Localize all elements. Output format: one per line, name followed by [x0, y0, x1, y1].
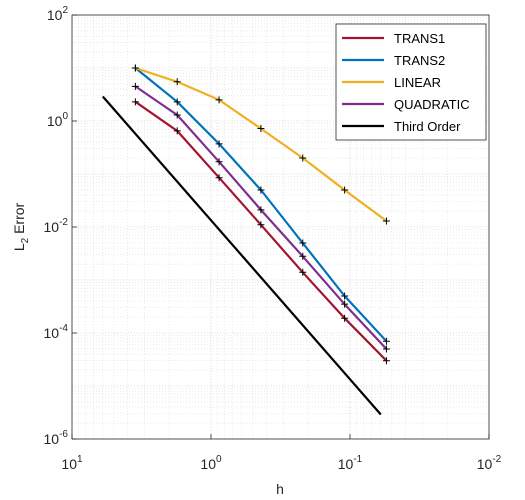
x-tick-label-exponent: 0 — [216, 454, 222, 465]
data-point-marker — [173, 111, 181, 119]
y-tick-label: 10-2 — [44, 217, 69, 235]
series-linear — [131, 64, 390, 225]
data-point-marker — [173, 127, 181, 135]
data-point-marker — [299, 252, 307, 260]
x-axis-label: h — [276, 481, 284, 497]
series-trans2 — [131, 64, 390, 345]
data-point-marker — [173, 78, 181, 86]
series-third-order — [101, 95, 382, 416]
y-tick-label: 100 — [47, 111, 69, 129]
data-point-marker — [131, 98, 139, 106]
data-point-marker — [257, 206, 265, 214]
series-line-third-order — [101, 95, 382, 416]
legend-label-third-order: Third Order — [394, 119, 461, 134]
y-tick-label: 10-6 — [44, 429, 69, 447]
y-axis-label-rest: Error — [11, 202, 27, 237]
x-tick-label-base: 10 — [200, 456, 216, 472]
data-point-marker — [173, 98, 181, 106]
x-tick-label: 10-2 — [477, 454, 502, 472]
series-lines — [101, 64, 390, 416]
data-point-marker — [299, 154, 307, 162]
data-point-marker — [382, 345, 390, 353]
series-trans1 — [131, 98, 390, 365]
data-point-marker — [215, 158, 223, 166]
y-tick-label-base: 10 — [44, 431, 60, 447]
x-tick-label-base: 10 — [338, 456, 354, 472]
data-point-marker — [341, 314, 349, 322]
data-point-marker — [341, 300, 349, 308]
y-tick-label-base: 10 — [44, 325, 60, 341]
y-tick-label-exponent: -6 — [59, 429, 68, 440]
y-axis-label: L2 Error — [11, 202, 31, 251]
legend: TRANS1 TRANS2 LINEAR QUADRATIC Third Order — [335, 23, 487, 141]
x-tick-label: 100 — [200, 454, 222, 472]
x-tick-label: 10-1 — [338, 454, 363, 472]
data-point-marker — [382, 217, 390, 225]
y-tick-label: 102 — [47, 5, 69, 23]
data-point-marker — [215, 140, 223, 148]
legend-label-trans2: TRANS2 — [394, 53, 445, 68]
y-tick-label-exponent: 0 — [62, 111, 68, 122]
data-point-marker — [215, 174, 223, 182]
x-tick-label-exponent: -1 — [353, 454, 362, 465]
legend-label-quadratic: QUADRATIC — [394, 97, 470, 112]
x-tick-label-base: 10 — [61, 456, 77, 472]
data-point-marker — [215, 96, 223, 104]
series-quadratic — [131, 82, 390, 353]
data-point-marker — [257, 186, 265, 194]
data-point-marker — [341, 186, 349, 194]
data-point-marker — [382, 337, 390, 345]
x-tick-label-base: 10 — [477, 456, 493, 472]
x-tick-label-exponent: -2 — [492, 454, 501, 465]
legend-label-trans1: TRANS1 — [394, 31, 445, 46]
y-axis-label-main: L — [11, 243, 27, 251]
data-point-marker — [341, 292, 349, 300]
y-tick-label-exponent: 2 — [62, 5, 68, 16]
y-tick-label-exponent: -2 — [59, 217, 68, 228]
y-tick-label-base: 10 — [47, 113, 63, 129]
x-tick-label-exponent: 1 — [77, 454, 83, 465]
data-point-marker — [257, 125, 265, 133]
data-point-marker — [382, 357, 390, 365]
y-tick-label: 10-4 — [44, 323, 69, 341]
y-tick-label-base: 10 — [47, 7, 63, 23]
legend-label-linear: LINEAR — [394, 75, 441, 90]
data-point-marker — [131, 82, 139, 90]
data-point-marker — [299, 268, 307, 276]
data-point-marker — [299, 239, 307, 247]
y-tick-label-base: 10 — [44, 219, 60, 235]
y-tick-label-exponent: -4 — [59, 323, 68, 334]
series-line-trans1 — [134, 100, 388, 362]
data-point-marker — [257, 221, 265, 229]
y-axis-label-subscript: 2 — [20, 237, 31, 243]
x-tick-label: 101 — [61, 454, 83, 472]
data-point-marker — [131, 64, 139, 72]
